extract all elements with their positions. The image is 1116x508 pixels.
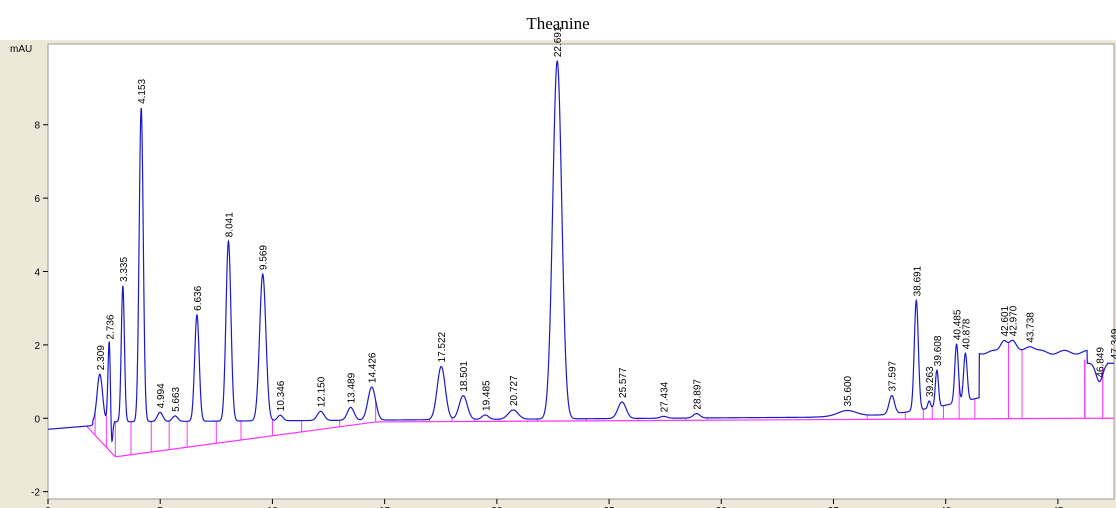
peak-label: 5.663 — [171, 386, 182, 411]
peak-label: 47.349 — [1110, 328, 1116, 359]
y-tick-label: 0 — [34, 414, 40, 425]
peak-label: 39.608 — [933, 335, 944, 366]
y-axis: -2 0 2 4 6 8 — [31, 121, 48, 499]
x-tick-label: 10 — [267, 506, 279, 508]
peak-label: 17.522 — [437, 331, 448, 362]
peak-label: 40.485 — [953, 309, 964, 340]
peak-label: 3.335 — [119, 257, 130, 282]
peak-label: 43.738 — [1026, 312, 1037, 343]
x-axis: 0 5 10 15 20 25 30 35 40 45 m — [45, 499, 1115, 508]
peak-labels: 2.309 2.736 3.335 4.153 4.994 5.663 6.636 8.041… — [96, 26, 1116, 412]
peak-label: 13.489 — [347, 372, 358, 403]
integration-baseline — [85, 342, 1114, 458]
peak-label: 12.150 — [317, 376, 328, 407]
peak-label: 35.600 — [843, 375, 854, 406]
peak-label: 19.485 — [481, 380, 492, 411]
chart-title: Theanine — [526, 14, 590, 33]
x-tick-label: 0 — [45, 506, 51, 508]
y-axis-label: mAU — [10, 44, 32, 55]
peak-label: 20.727 — [509, 375, 520, 406]
baseline-segment — [375, 417, 1085, 423]
peak-label: 18.501 — [459, 361, 470, 392]
x-axis-unit: m — [1107, 506, 1115, 508]
y-tick-label: 2 — [34, 341, 40, 352]
peak-label: 25.577 — [618, 367, 629, 398]
peak-label: 9.569 — [259, 245, 270, 270]
plot-area — [47, 43, 1115, 500]
chromatogram-trace — [47, 59, 1114, 443]
x-tick-label: 20 — [491, 506, 503, 508]
peak-label: 2.309 — [96, 345, 107, 370]
y-tick-label: 8 — [34, 121, 40, 132]
peak-label: 6.636 — [193, 285, 204, 310]
peak-label: 28.897 — [693, 379, 704, 410]
peak-label: 22.691 — [553, 26, 564, 57]
baseline-segment — [115, 421, 376, 458]
peak-label: 46.849 — [1095, 347, 1106, 378]
y-tick-label: -2 — [31, 488, 40, 499]
peak-label: 14.426 — [368, 352, 379, 383]
x-tick-label: 45 — [1052, 506, 1064, 508]
peak-label: 27.434 — [660, 381, 671, 412]
peak-label: 8.041 — [224, 212, 235, 237]
peak-label: 39.263 — [925, 366, 936, 397]
x-tick-label: 15 — [379, 506, 391, 508]
x-tick-label: 40 — [940, 506, 952, 508]
peak-label: 10.346 — [276, 380, 287, 411]
y-tick-label: 6 — [34, 194, 40, 205]
peak-label: 38.691 — [912, 265, 923, 296]
peak-label: 42.970 — [1008, 305, 1019, 336]
y-tick-label: 4 — [34, 268, 40, 279]
x-tick-label: 35 — [828, 506, 840, 508]
peak-label: 37.597 — [888, 360, 899, 391]
peak-label: 40.878 — [961, 318, 972, 349]
x-tick-label: 25 — [603, 506, 615, 508]
peak-label: 2.736 — [105, 314, 116, 339]
baseline-segment — [85, 425, 116, 458]
peak-label: 4.153 — [137, 78, 148, 103]
peak-label: 4.994 — [156, 383, 167, 408]
x-tick-label: 30 — [716, 506, 728, 508]
peak-label: 42.601 — [1000, 305, 1011, 336]
x-tick-label: 5 — [157, 506, 163, 508]
